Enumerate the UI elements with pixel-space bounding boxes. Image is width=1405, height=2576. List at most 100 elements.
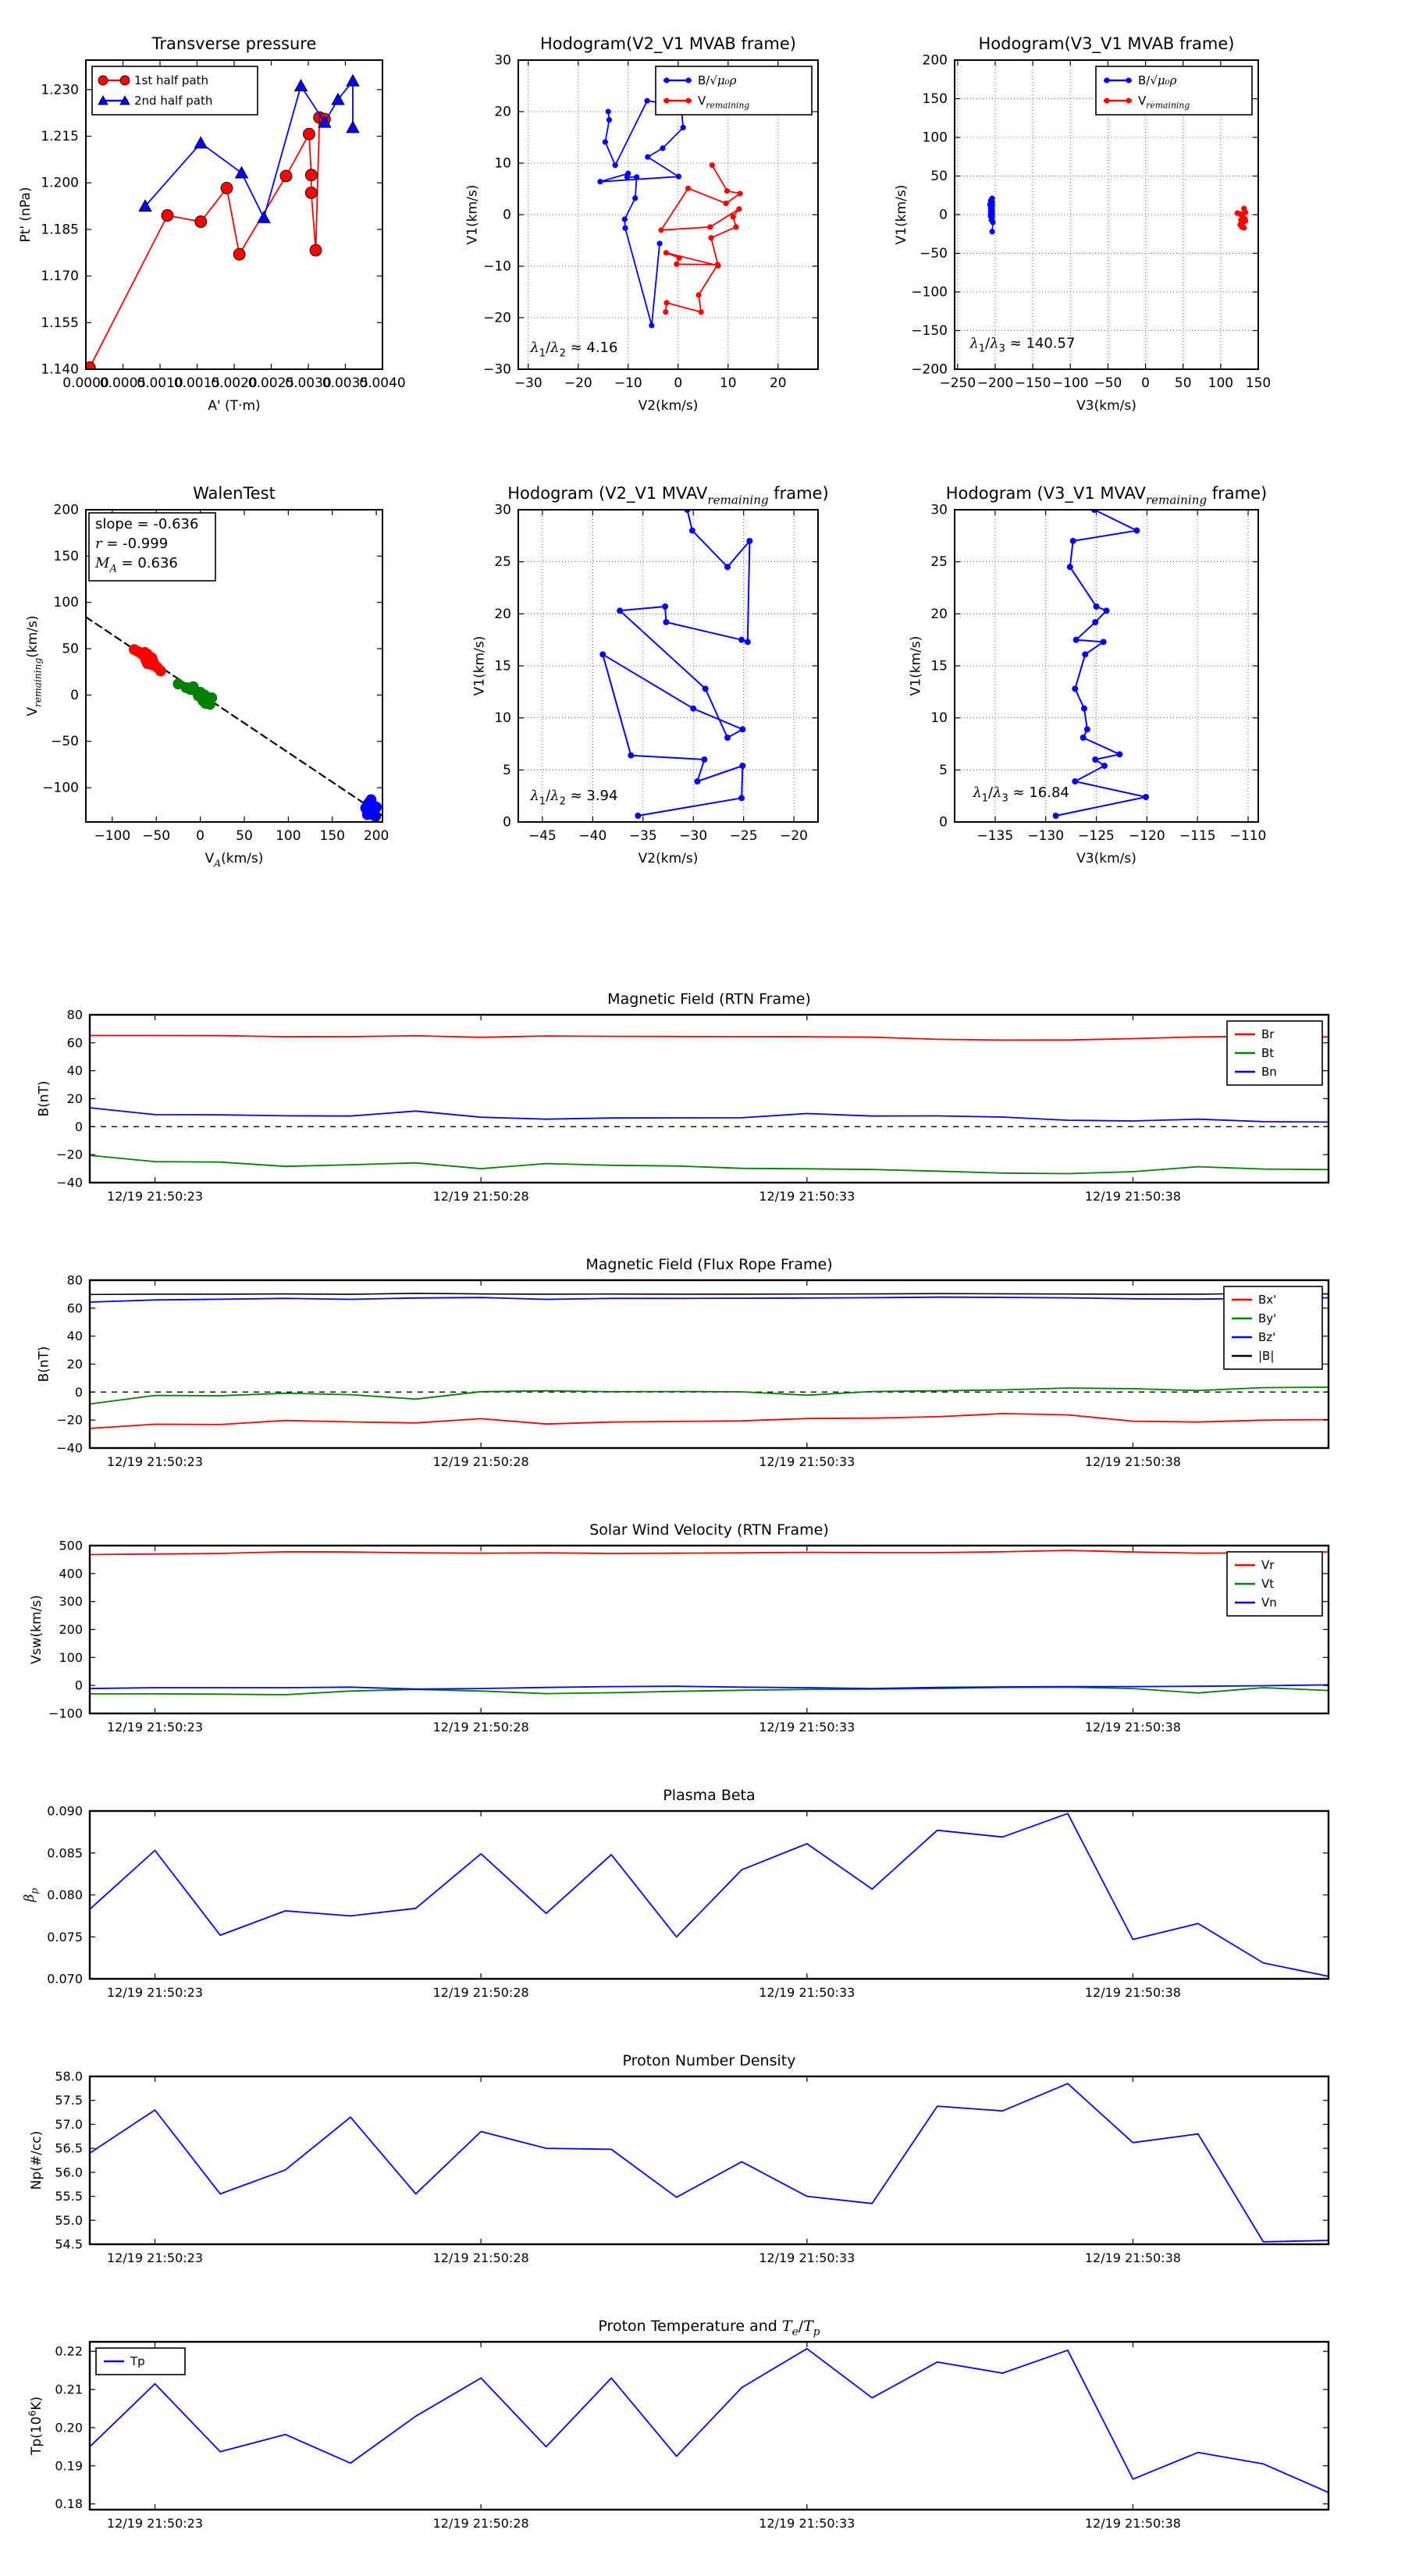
axes-frame: [85, 509, 383, 823]
tick-labels: −100 −50 0 50 100 150 200 −100 −50 0 50 100 150 200: [42, 503, 389, 845]
chart-title: Plasma Beta: [663, 1787, 755, 1804]
y-tick-label: 15: [494, 659, 511, 674]
legend: B/√μ₀ρ Vremaining: [655, 66, 813, 116]
chart-proton-number-density: 12/19 21:50:23 12/19 21:50:28 12/19 21:50:…: [29, 2052, 1330, 2265]
tick-marks: [90, 1279, 1329, 1449]
tick-marks: [518, 59, 818, 370]
y-tick-label: 100: [54, 595, 79, 610]
x-tick-label: −25: [730, 828, 758, 844]
chart-hodogram-v2v1-mvab: −30 −20 −10 0 10 20 −30 −20 −10 0 10 20 30 Hodogram(V…: [464, 34, 819, 414]
y-tick-label: 1.185: [41, 222, 79, 237]
y-tick-label: −100: [42, 781, 79, 796]
tick-labels: 0.00000.00050.00100.00150.00200.00250.00…: [41, 82, 405, 391]
tick-labels: 12/19 21:50:23 12/19 21:50:28 12/19 21:50:…: [56, 1273, 1181, 1470]
series-Vn: [90, 1684, 1329, 1690]
x-tick-label: 50: [236, 828, 253, 844]
series-2nd-half-path: [138, 73, 360, 223]
y-tick-label: 0.070: [47, 1972, 83, 1987]
y-tick-label: −20: [483, 311, 511, 326]
x-tick-label: −200: [977, 375, 1014, 391]
x-tick-label: 12/19 21:50:28: [433, 1454, 529, 1469]
axes-background: [90, 1015, 1329, 1183]
x-axis-label: V2(km/s): [638, 398, 699, 414]
x-tick-label: 12/19 21:50:33: [759, 2516, 855, 2531]
y-axis-label: Vsw(km/s): [29, 1595, 44, 1664]
x-tick-label: 0.0010: [137, 375, 183, 391]
stats-line: r = -0.999: [95, 535, 168, 552]
x-tick-label: −115: [1179, 828, 1216, 844]
x-axis-label: VA(km/s): [205, 851, 264, 869]
y-tick-label: 1.155: [41, 315, 79, 331]
y-axis-label: V1(km/s): [472, 636, 488, 696]
x-tick-label: −250: [939, 375, 976, 391]
x-tick-label: 100: [1208, 375, 1233, 391]
y-axis-label: Tp(106K): [27, 2396, 44, 2456]
x-tick-label: 0.0020: [211, 375, 257, 391]
x-tick-label: −50: [142, 828, 170, 844]
y-tick-label: 0.080: [47, 1888, 83, 1902]
y-tick-label: 30: [494, 503, 511, 518]
tick-labels: 12/19 21:50:23 12/19 21:50:28 12/19 21:50:…: [55, 2344, 1181, 2531]
x-tick-label: −100: [94, 828, 130, 844]
chart-solar-wind-velocity-rtn: 12/19 21:50:23 12/19 21:50:28 12/19 21:50:…: [29, 1521, 1330, 1735]
x-tick-label: 12/19 21:50:33: [759, 2250, 855, 2265]
x-tick-label: −50: [1094, 375, 1122, 391]
x-tick-label: −20: [564, 375, 592, 391]
x-tick-label: 12/19 21:50:28: [433, 2516, 529, 2531]
y-tick-label: −150: [911, 323, 948, 339]
y-tick-label: 80: [67, 1008, 83, 1023]
y-tick-label: 20: [67, 1091, 83, 1106]
y-tick-label: 0: [75, 1385, 83, 1400]
chart-hodogram-v3v1-mvab: −250 −200 −150 −100 −50 0 50 100 150−200−150−100…: [894, 34, 1271, 414]
y-tick-label: 1.200: [41, 176, 79, 191]
x-axis-label: V2(km/s): [638, 851, 699, 866]
x-tick-label: −20: [780, 828, 808, 844]
x-tick-label: 150: [1246, 375, 1271, 391]
x-tick-label: 12/19 21:50:28: [433, 1985, 529, 2000]
y-axis-label: V1(km/s): [909, 636, 924, 696]
chart-magnetic-field-flux-rope: 12/19 21:50:23 12/19 21:50:28 12/19 21:50:…: [36, 1256, 1330, 1470]
legend-label: Vremaining: [698, 94, 749, 111]
x-tick-label: −10: [614, 375, 642, 391]
tick-marks: [85, 60, 383, 370]
x-tick-label: 12/19 21:50:33: [759, 1985, 855, 2000]
x-tick-label: 200: [364, 828, 389, 844]
y-tick-label: 200: [59, 1622, 83, 1637]
legend-label: Tp: [130, 2354, 145, 2368]
legend-label: Bx': [1258, 1293, 1276, 1307]
y-tick-label: 0: [75, 1119, 83, 1134]
y-tick-label: −100: [911, 285, 948, 301]
axes-background: [90, 1546, 1329, 1713]
series-Bz-prime: [90, 1296, 1329, 1303]
x-tick-label: 12/19 21:50:38: [1085, 2516, 1181, 2531]
series-layer: [90, 1293, 1329, 1429]
legend-label: Bt: [1261, 1046, 1274, 1060]
y-tick-label: 0: [503, 208, 511, 223]
series-layer: [86, 73, 360, 369]
x-tick-label: 150: [320, 828, 345, 844]
x-tick-label: 12/19 21:50:23: [107, 2250, 203, 2265]
y-axis-label: B(nT): [36, 1080, 52, 1116]
legend-box: [91, 66, 258, 116]
x-tick-label: −110: [1230, 828, 1267, 844]
axes-background: [90, 1280, 1329, 1448]
legend-label: Br: [1261, 1027, 1275, 1041]
y-tick-label: 5: [503, 763, 511, 778]
chart-title: Solar Wind Velocity (RTN Frame): [589, 1521, 829, 1539]
chart-title: Hodogram (V2_V1 MVAVremaining frame): [507, 484, 829, 507]
legend-label: 2nd half path: [134, 94, 212, 108]
y-tick-label: −20: [56, 1413, 83, 1428]
series-layer: [90, 1550, 1329, 1695]
chart-proton-temperature: 12/19 21:50:23 12/19 21:50:28 12/19 21:50:…: [27, 2318, 1330, 2531]
tick-labels: 12/19 21:50:23 12/19 21:50:28 12/19 21:50:…: [47, 1804, 1181, 2001]
y-tick-label: 56.0: [55, 2165, 83, 2179]
x-tick-label: 10: [720, 375, 737, 391]
legend-box: [655, 66, 813, 116]
x-tick-label: −135: [977, 828, 1014, 844]
y-tick-label: 58.0: [55, 2069, 83, 2084]
x-tick-label: −150: [1015, 375, 1051, 391]
tick-marks: [955, 509, 1258, 823]
x-tick-label: 12/19 21:50:23: [107, 1985, 203, 2000]
x-tick-label: 0.0030: [285, 375, 331, 391]
y-tick-label: 10: [930, 710, 948, 726]
